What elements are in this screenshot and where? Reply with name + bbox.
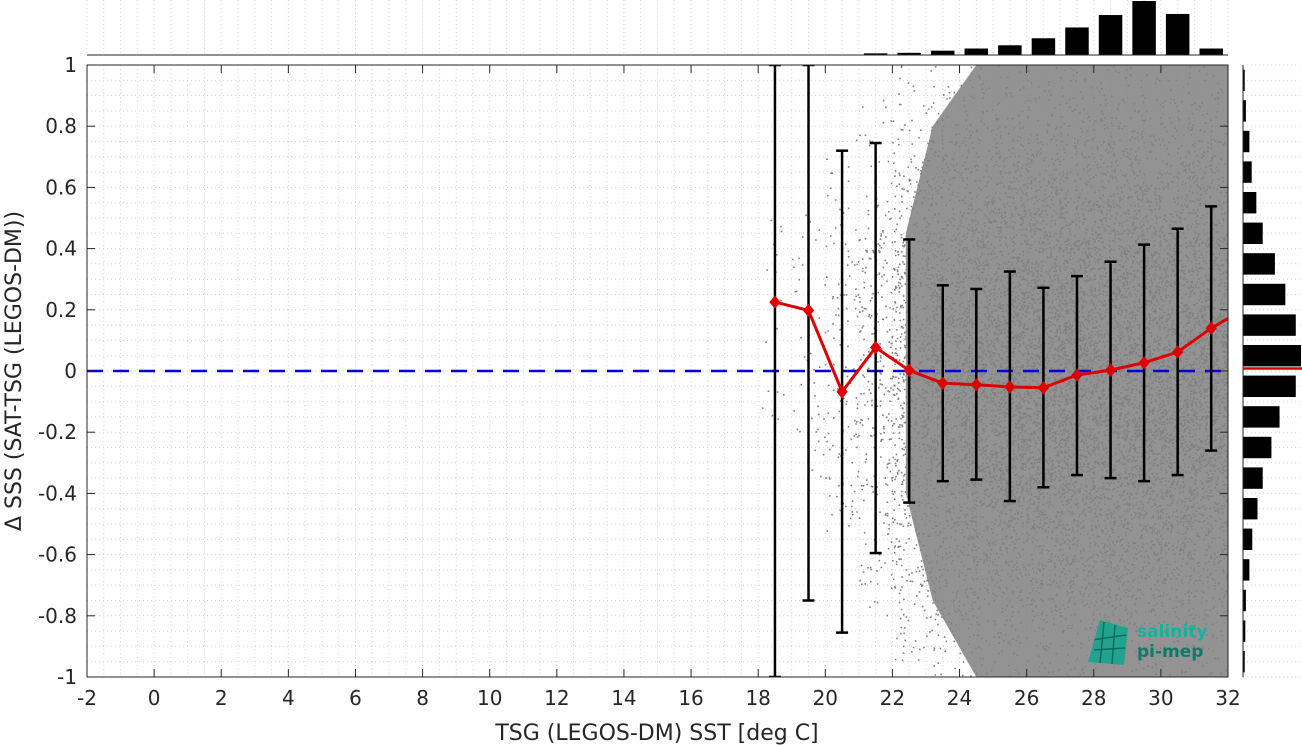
y-tick-label: -1 — [57, 665, 77, 689]
right-histogram-bar — [1243, 620, 1246, 642]
x-tick-label: 2 — [215, 686, 228, 710]
series-point — [1071, 368, 1083, 382]
right-histogram — [1242, 64, 1302, 678]
top-histogram-bar — [1165, 13, 1190, 56]
right-histogram-bar — [1243, 589, 1246, 612]
x-tick-label: 24 — [947, 686, 972, 710]
salinity-pi-mep-logo: salinity pi-mep — [1088, 620, 1207, 665]
x-tick-label: 22 — [880, 686, 905, 710]
series-point — [1037, 381, 1050, 395]
x-tick-label: 10 — [477, 686, 502, 710]
right-histogram-bar — [1243, 467, 1263, 489]
y-tick-label: -0.6 — [38, 543, 77, 567]
x-tick-label: 12 — [544, 686, 569, 710]
x-tick-label: 18 — [745, 686, 770, 710]
series-point — [1172, 345, 1184, 359]
y-tick-label: 0.6 — [45, 175, 77, 199]
right-histogram-bar — [1243, 497, 1258, 520]
svg-text:salinity: salinity — [1137, 622, 1207, 642]
svg-text:pi-mep: pi-mep — [1137, 642, 1203, 662]
x-tick-label: 30 — [1148, 686, 1173, 710]
x-tick-label: 26 — [1014, 686, 1039, 710]
y-tick-labels: -1 -0.8 -0.6 -0.4 -0.2 0 0.2 0.4 0.6 0.8 1 — [38, 53, 77, 689]
series-point — [869, 340, 882, 355]
series-point — [836, 385, 848, 399]
right-histogram-bar — [1243, 314, 1296, 336]
right-histogram-bar — [1243, 559, 1250, 581]
right-histogram-bar — [1243, 528, 1253, 551]
y-tick-label: 0 — [64, 359, 77, 383]
y-axis-title: Δ SSS (SAT-TSG (LEGOS-DM)) — [2, 211, 27, 531]
x-tick-label: 6 — [349, 686, 362, 710]
right-histogram-bar — [1243, 375, 1296, 398]
y-tick-label: 0.4 — [45, 237, 77, 261]
top-histogram-bar — [964, 48, 989, 55]
top-histogram — [86, 0, 1229, 56]
right-histogram-bar — [1243, 344, 1301, 367]
y-tick-label: 0.2 — [45, 298, 77, 322]
series-point — [937, 376, 949, 391]
top-histogram-bar — [1132, 1, 1156, 55]
right-histogram-bar — [1243, 436, 1272, 459]
x-tick-label: 14 — [611, 686, 636, 710]
x-tick-label: -2 — [77, 686, 97, 710]
top-histogram-bar — [1199, 48, 1223, 55]
series-point — [970, 377, 982, 392]
x-tick-label: 0 — [148, 686, 161, 710]
y-tick-label: -0.4 — [38, 481, 77, 505]
x-tick-label: 20 — [813, 686, 838, 710]
y-tick-label: -0.2 — [38, 420, 77, 444]
y-tick-label: 1 — [64, 53, 77, 77]
series-point — [903, 363, 915, 378]
top-histogram-bar — [1098, 15, 1123, 55]
top-histogram-bar — [931, 50, 955, 55]
x-axis-title: TSG (LEGOS-DM) SST [deg C] — [494, 721, 818, 746]
right-histogram-bar — [1243, 222, 1263, 245]
top-histogram-bar — [998, 45, 1022, 55]
x-tick-label: 8 — [416, 686, 429, 710]
series-point — [1004, 380, 1016, 394]
x-tick-label: 32 — [1215, 686, 1240, 710]
scatter-core — [905, 65, 1228, 677]
right-histogram-bar — [1243, 69, 1245, 92]
top-histogram-bar — [897, 52, 921, 55]
y-tick-label: 0.8 — [45, 114, 77, 138]
right-histogram-bar — [1243, 130, 1250, 153]
right-histogram-bar — [1243, 406, 1280, 428]
right-histogram-bar — [1243, 283, 1286, 306]
x-tick-label: 4 — [282, 686, 295, 710]
main-plot — [86, 64, 1229, 678]
series-point — [802, 303, 815, 318]
x-tick-label: 16 — [678, 686, 703, 710]
x-tick-labels: -2 0 2 4 6 8 10 12 14 16 18 20 22 24 26 28 30 32 — [77, 686, 1241, 710]
top-histogram-bar — [863, 53, 888, 55]
scatter-cloud — [761, 65, 1228, 677]
right-histogram-bar — [1243, 100, 1246, 122]
top-histogram-bar — [1031, 38, 1056, 55]
top-histogram-bar — [1065, 27, 1089, 55]
y-tick-label: -0.8 — [38, 604, 77, 628]
series-point — [1138, 355, 1150, 370]
series-point — [1104, 363, 1117, 377]
series-point — [769, 295, 781, 309]
series-point — [1205, 321, 1217, 335]
right-histogram-bar — [1243, 650, 1245, 673]
mean-series — [769, 295, 1228, 399]
right-histogram-bar — [1243, 161, 1252, 183]
right-histogram-bar — [1243, 191, 1257, 214]
x-tick-label: 28 — [1081, 686, 1106, 710]
right-histogram-bar — [1243, 253, 1275, 275]
